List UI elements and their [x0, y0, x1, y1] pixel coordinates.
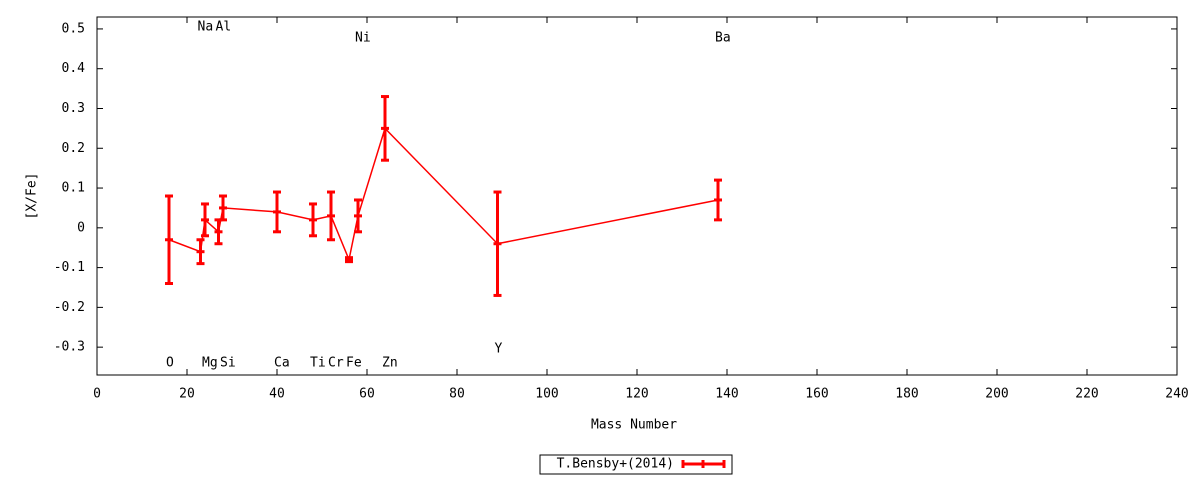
y-tick-label: 0.1 — [62, 181, 85, 196]
y-tick-label: -0.2 — [54, 300, 85, 315]
error-bar — [327, 190, 335, 242]
x-tick-label: 160 — [805, 387, 828, 402]
error-bar — [201, 202, 209, 238]
y-tick-label: -0.3 — [54, 340, 85, 355]
x-tick-label: 20 — [179, 387, 195, 402]
point-label: Ni — [355, 31, 371, 46]
y-tick-label: 0 — [77, 220, 85, 235]
point-label: Ti — [310, 356, 326, 371]
point-label: Ca — [274, 356, 290, 371]
y-tick-label: 0.5 — [62, 21, 85, 36]
x-tick-label: 140 — [715, 387, 738, 402]
x-tick-label: 60 — [359, 387, 375, 402]
error-bar — [214, 218, 223, 246]
y-tick-label: 0.4 — [62, 61, 86, 76]
x-tick-label: 0 — [93, 387, 101, 402]
legend-label: T.Bensby+(2014) — [557, 457, 674, 472]
x-tick-label: 120 — [625, 387, 648, 402]
error-bar — [309, 202, 317, 238]
x-tick-label: 200 — [985, 387, 1008, 402]
point-label: Na — [198, 20, 214, 35]
x-tick-label: 240 — [1165, 387, 1188, 402]
y-tick-label: 0.2 — [62, 141, 85, 156]
error-bar — [273, 190, 281, 234]
error-bar — [165, 194, 173, 286]
x-tick-label: 100 — [535, 387, 558, 402]
y-tick-label: 0.3 — [62, 101, 85, 116]
error-bar — [219, 194, 227, 222]
x-tick-label: 180 — [895, 387, 918, 402]
plot-frame — [96, 16, 1178, 376]
point-label: Ba — [715, 31, 731, 46]
error-bar — [714, 178, 722, 222]
point-label: Fe — [346, 356, 362, 371]
x-tick-label: 220 — [1075, 387, 1098, 402]
point-label: Zn — [382, 356, 398, 371]
point-label: O — [166, 356, 174, 371]
error-bar — [354, 198, 362, 234]
legend-box — [539, 454, 733, 475]
point-label: Al — [216, 20, 232, 35]
x-tick-label: 40 — [269, 387, 285, 402]
error-bar — [345, 256, 353, 264]
x-tick-label: 80 — [449, 387, 465, 402]
x-axis-label: Mass Number — [591, 418, 677, 433]
point-label: Mg — [202, 356, 218, 371]
y-tick-label: -0.1 — [54, 260, 85, 275]
error-bar — [493, 190, 502, 297]
point-label: Si — [220, 356, 236, 371]
error-bar — [196, 238, 205, 266]
point-label: Cr — [328, 356, 344, 371]
point-label: Y — [495, 342, 503, 357]
data-line — [168, 126, 719, 263]
y-axis-label: [X/Fe] — [25, 173, 40, 220]
error-bar — [381, 95, 389, 162]
